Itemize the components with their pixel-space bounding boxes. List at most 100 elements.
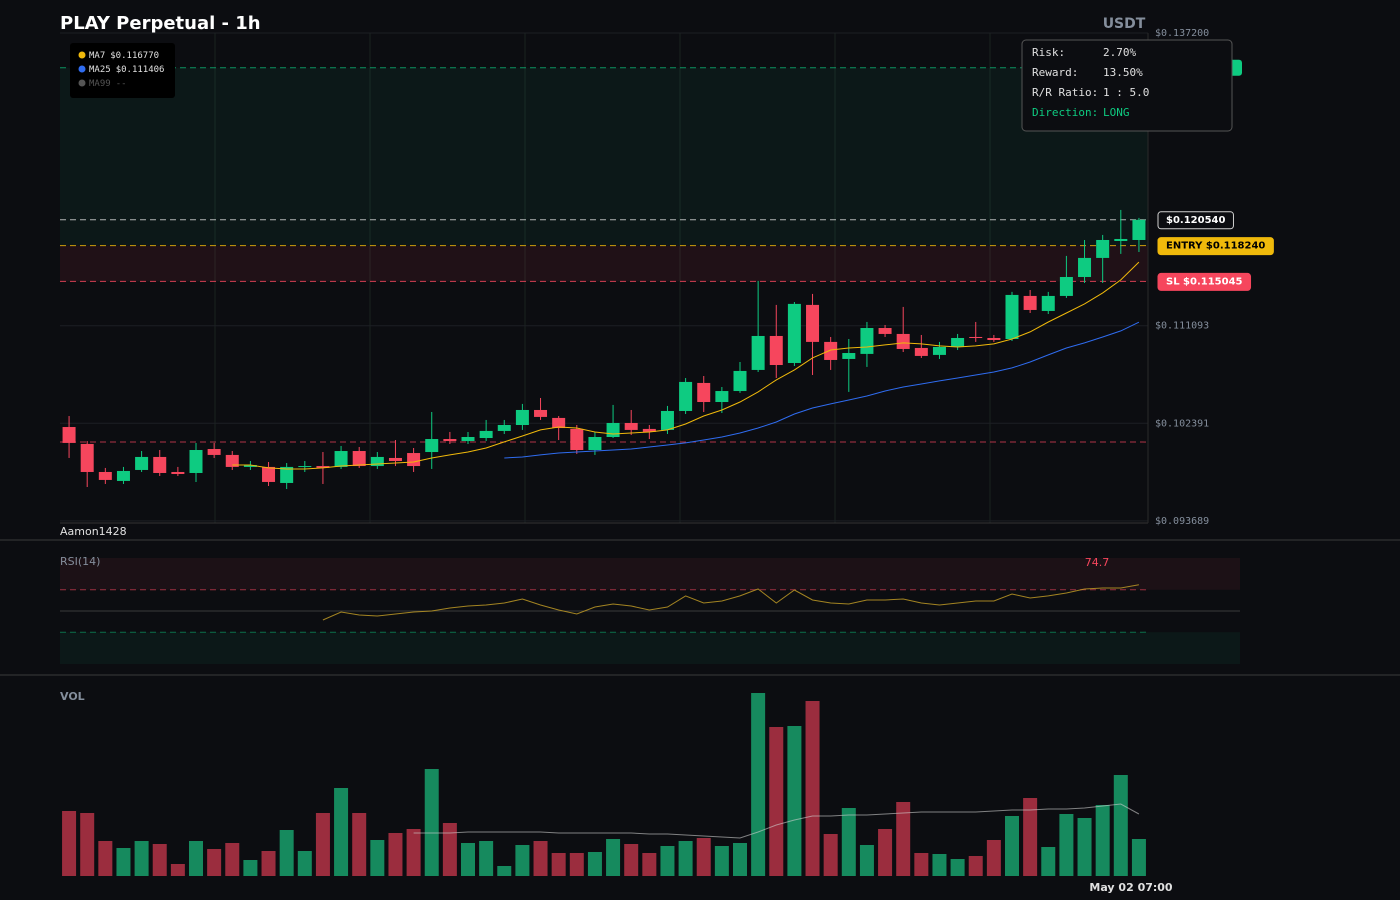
volume-bar [551,853,566,876]
volume-bar [134,841,149,876]
volume-bar [1005,816,1019,876]
y-tick-label: $0.102391 [1155,418,1209,429]
volume-bar [696,838,711,876]
volume-bar [98,841,113,876]
volume-bar [424,769,439,876]
candle-body [806,304,820,342]
volume-bar [479,841,494,876]
volume-bar [533,841,548,876]
candle-body [171,471,185,474]
candle-body [914,347,928,356]
volume-bar [787,726,802,876]
rsi-value-label: 74.7 [1085,556,1110,569]
candle-body [1023,295,1037,310]
volume-bar [805,701,820,876]
volume-bar [243,860,258,876]
volume-bar [1131,839,1146,876]
candle-body [515,409,529,425]
volume-bar [225,843,240,876]
candle-body [407,453,421,467]
volume-bar [642,853,657,876]
candle-body [1096,239,1110,258]
legend-entry: MA7 $0.116770 [89,51,159,61]
x-axis-label: May 02 07:00 [1089,881,1173,894]
volume-bar [769,727,784,876]
candle-body [1132,219,1146,240]
candle-body [153,456,167,473]
y-tick-label: $0.137200 [1155,28,1209,39]
chart-title: PLAY Perpetual - 1h [60,13,261,34]
candle-body [80,443,94,472]
candle-body [606,422,620,437]
volume-bar [968,856,983,876]
candle-body [842,353,856,359]
candle-body [624,422,638,430]
legend-dot [78,51,86,59]
candle-body [443,439,457,442]
candle-body [570,428,584,451]
candle-body [1114,238,1128,241]
candle-body [225,454,239,467]
volume-bar [515,845,530,876]
candle-body [316,466,330,468]
candle-body [878,328,892,334]
volume-bar [279,830,294,876]
vol-title: VOL [60,690,85,703]
volume-bar [189,841,203,876]
oversold-zone [60,632,1240,664]
candle-body [679,381,693,411]
price-tag [1157,272,1252,291]
volume-bar [207,849,222,876]
volume-bar [497,866,512,876]
volume-bar [261,851,276,876]
candle-body [207,448,221,455]
price-tag [1157,237,1274,256]
candle-body [352,451,366,467]
volume-bar [606,839,621,876]
volume-bar [1095,805,1110,876]
rsi-line [322,584,1139,621]
candle-body [751,335,765,370]
candle-body [552,417,566,429]
stat-value: 1 : 5.0 [1103,86,1149,99]
volume-bar [569,853,584,876]
overbought-zone [60,558,1240,590]
legend-box [70,43,175,98]
volume-bar [406,829,421,876]
candle-body [1078,257,1092,277]
volume-bar [1077,818,1092,876]
volume-bar [1023,798,1038,876]
candle-body [769,335,783,366]
candle-body [334,451,348,467]
candle-body [98,471,112,480]
legend-entry: MA25 $0.111406 [89,65,164,75]
volume-bar [80,813,95,876]
ma-line [232,261,1140,470]
stat-value: 13.50% [1103,66,1143,79]
legend-name: MA99 [89,79,111,89]
volume-bar [624,844,639,876]
legend-entry: MA99 -- [89,79,127,89]
watermark: Aamon1428 [60,525,127,538]
volume-bar [315,813,330,876]
candle-body [497,425,511,431]
stat-label: Direction: [1032,106,1098,119]
candle-body [425,439,439,453]
candle-body [135,456,149,470]
stat-value: 2.70% [1103,46,1136,59]
legend-dot [78,79,86,87]
candle-body [1005,294,1019,339]
candle-body [461,436,475,442]
volume-bar [170,864,185,876]
legend-name: MA25 [89,65,111,75]
volume-bar [461,843,475,876]
legend-name: MA7 [89,51,105,61]
legend-value: $0.111406 [116,65,165,75]
stat-label: Risk: [1032,46,1065,59]
volume-bar [1059,814,1074,876]
price-tag-label: ENTRY $0.118240 [1166,241,1265,252]
candle-body [280,466,294,483]
volume-bar [896,802,911,876]
